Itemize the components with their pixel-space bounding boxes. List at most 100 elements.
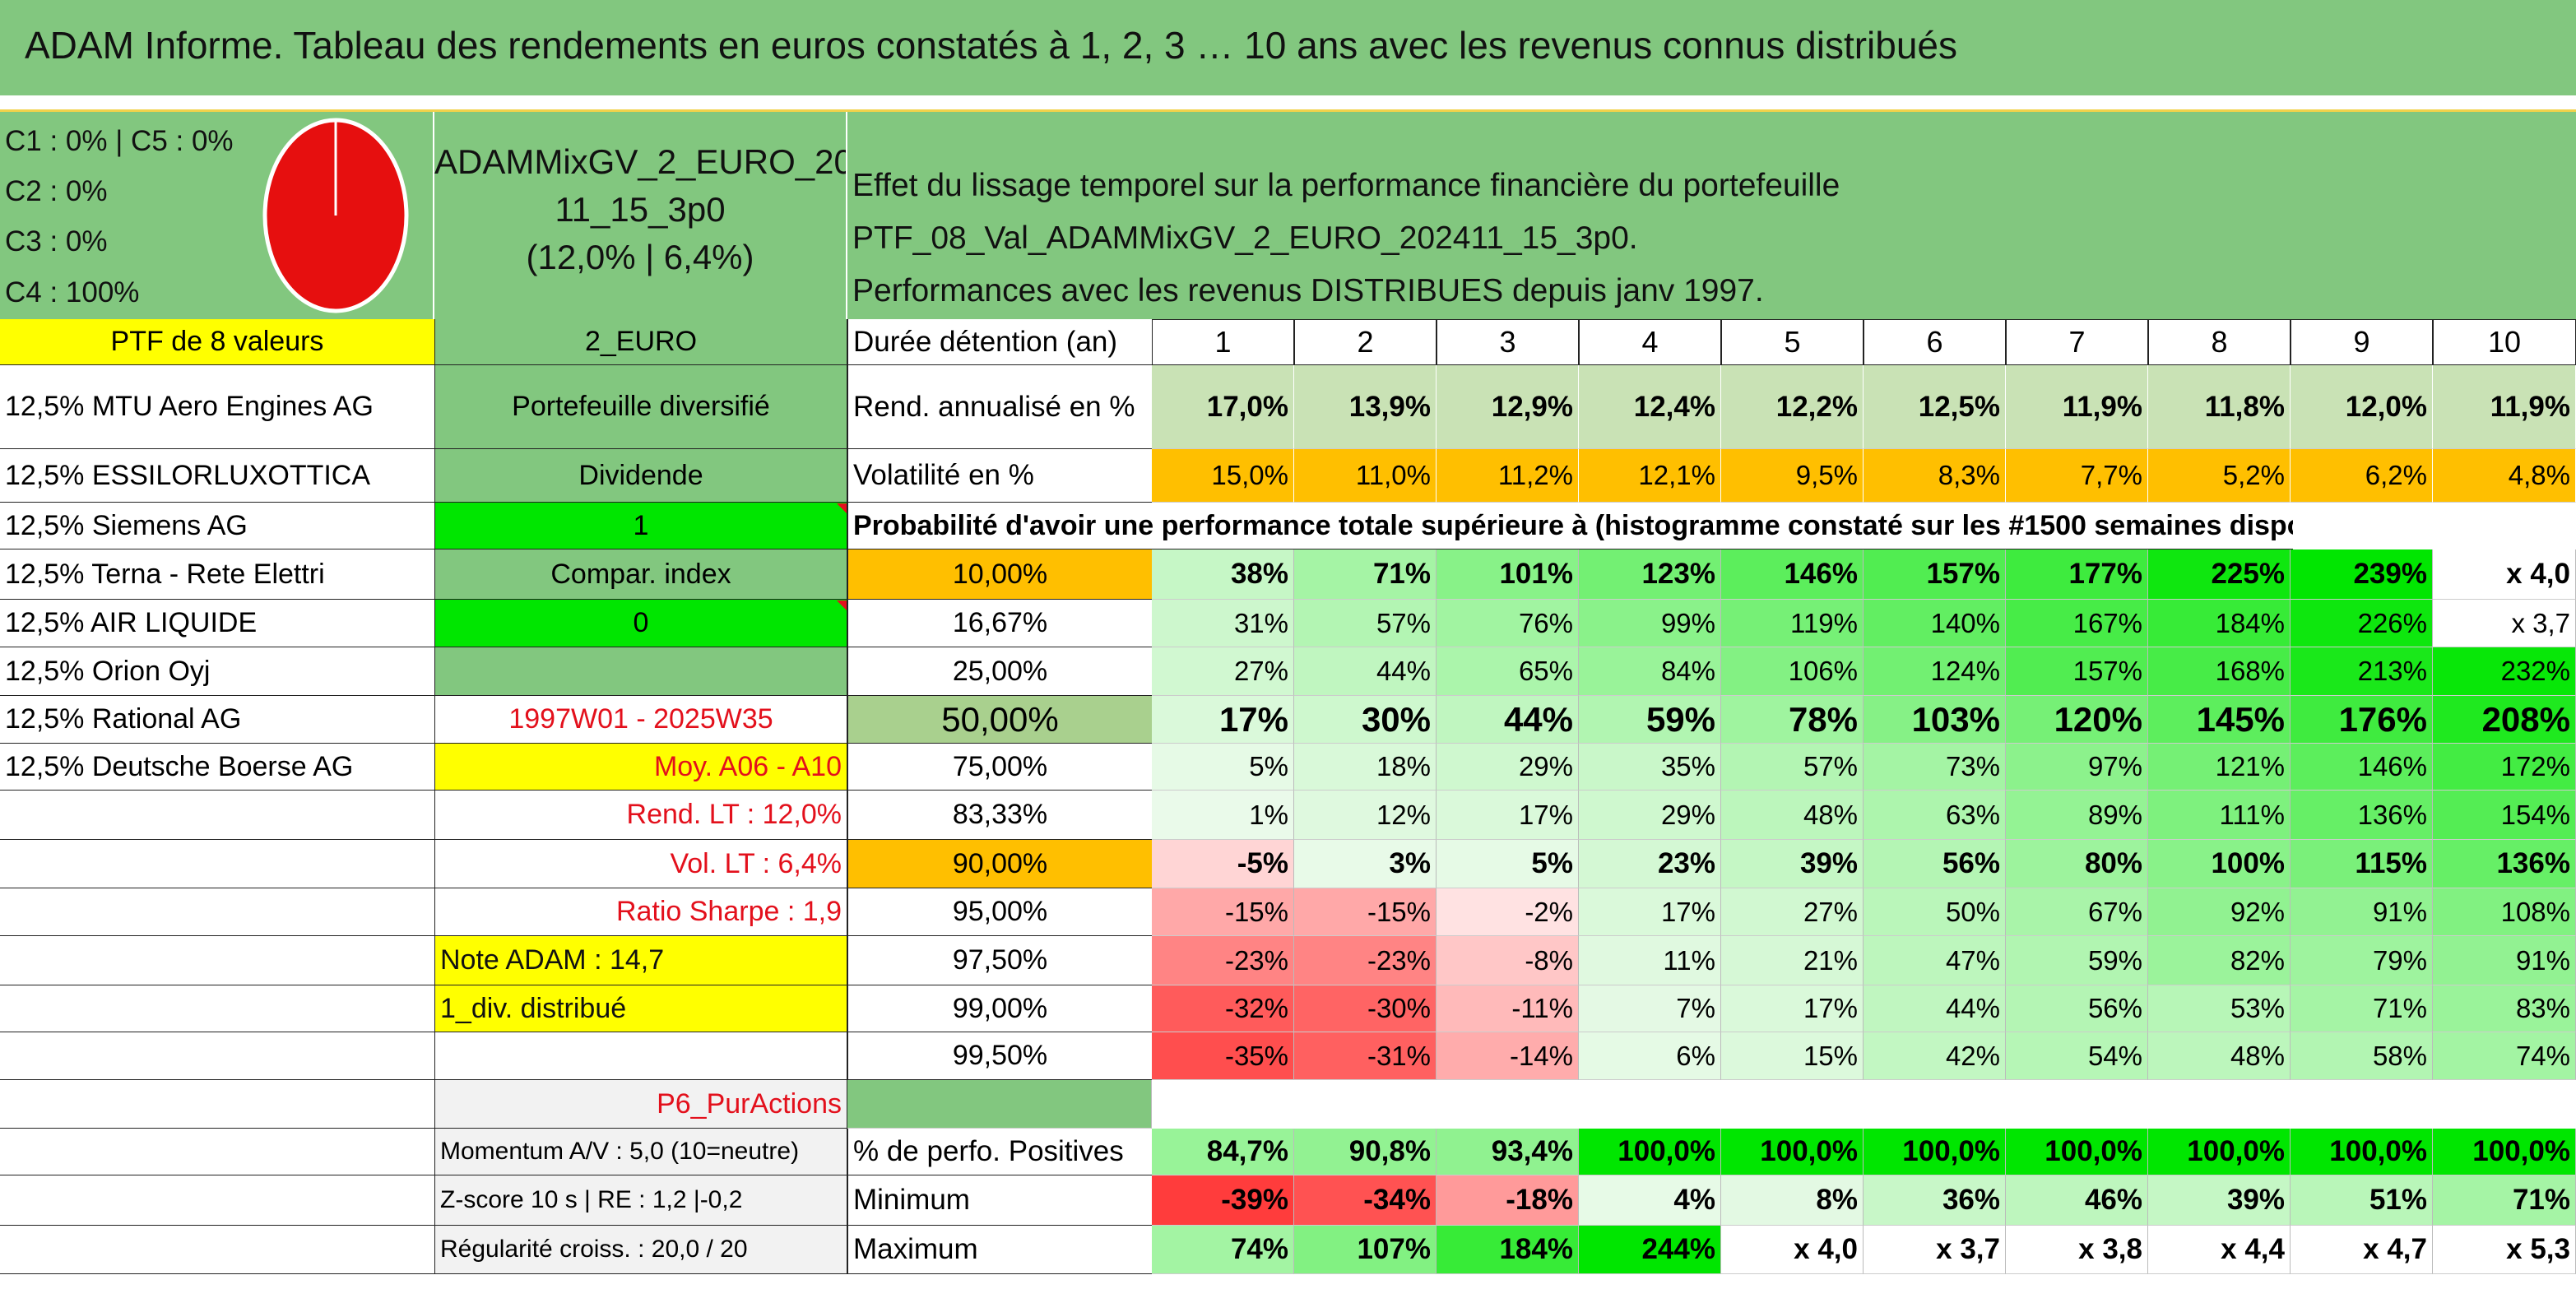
row-label: 25,00%	[847, 647, 1152, 696]
value-cell: 17%	[1152, 696, 1294, 744]
value-cell: 74%	[1152, 1226, 1294, 1274]
portfolio-name-line2: 11_15_3p0	[555, 190, 726, 229]
value-cell: 7,7%	[2006, 449, 2148, 503]
value-cell: 59%	[2006, 936, 2148, 985]
value-cell: 146%	[1721, 549, 1864, 600]
value-cell: 5,2%	[2148, 449, 2291, 503]
row-label: 95,00%	[847, 888, 1152, 936]
value-cell: 115%	[2291, 840, 2433, 888]
value-cell: 50%	[1864, 888, 2006, 936]
value-cell: 177%	[2006, 549, 2148, 600]
row-label: 99,50%	[847, 1032, 1152, 1080]
value-cell: 7	[2006, 319, 2148, 365]
value-cell: 59%	[1579, 696, 1721, 744]
value-cell: 232%	[2433, 647, 2576, 696]
value-cell: 176%	[2291, 696, 2433, 744]
left-column-cell	[0, 985, 434, 1032]
spacer-cell	[847, 1080, 1152, 1129]
value-cell: 103%	[1864, 696, 2006, 744]
value-cell: 136%	[2291, 791, 2433, 840]
value-cell: 9,5%	[1721, 449, 1864, 503]
row-label: 50,00%	[847, 696, 1152, 744]
value-cell: -14%	[1437, 1032, 1579, 1080]
title-separator	[0, 95, 2576, 112]
value-cell: 100%	[2148, 840, 2291, 888]
value-cell: 100,0%	[1579, 1129, 1721, 1175]
left-column-cell: 12,5% ESSILORLUXOTTICA	[0, 449, 434, 503]
value-cell: 12,0%	[2291, 365, 2433, 449]
value-cell: 7%	[1579, 985, 1721, 1032]
value-cell: 91%	[2433, 936, 2576, 985]
row-label: Maximum	[847, 1226, 1152, 1274]
value-cell: 12,4%	[1579, 365, 1721, 449]
allocation-line: C4 : 100%	[5, 276, 140, 308]
value-cell: 12,2%	[1721, 365, 1864, 449]
value-cell: -32%	[1152, 985, 1294, 1032]
value-cell: 27%	[1721, 888, 1864, 936]
value-cell: -34%	[1294, 1175, 1437, 1226]
value-cell: 3%	[1294, 840, 1437, 888]
value-cell: 146%	[2291, 744, 2433, 791]
effet-line2: Performances avec les revenus DISTRIBUES…	[852, 273, 1764, 308]
value-cell: 168%	[2148, 647, 2291, 696]
value-cell: 12,5%	[1864, 365, 2006, 449]
value-cell: -18%	[1437, 1175, 1579, 1226]
value-cell: 6,2%	[2291, 449, 2433, 503]
row-label: Rend. annualisé en %	[847, 365, 1152, 449]
middle-column-cell	[434, 1032, 847, 1080]
row-label: 99,00%	[847, 985, 1152, 1032]
middle-column-cell: Dividende	[434, 449, 847, 503]
value-cell: 100,0%	[2148, 1129, 2291, 1175]
value-cell: 79%	[2291, 936, 2433, 985]
value-cell: 44%	[1294, 647, 1437, 696]
middle-column-cell: Rend. LT : 12,0%	[434, 791, 847, 840]
middle-column-cell: Moy. A06 - A10	[434, 744, 847, 791]
value-cell: 11,9%	[2433, 365, 2576, 449]
middle-column-cell: Momentum A/V : 5,0 (10=neutre)	[434, 1129, 847, 1175]
left-column-cell	[0, 1226, 434, 1274]
value-cell: 71%	[1294, 549, 1437, 600]
probability-header: Probabilité d'avoir une performance tota…	[847, 503, 2293, 549]
row-label: 16,67%	[847, 600, 1152, 647]
value-cell: 83%	[2433, 985, 2576, 1032]
value-cell: 100,0%	[2291, 1129, 2433, 1175]
left-column-cell: 12,5% Deutsche Boerse AG	[0, 744, 434, 791]
value-cell: x 3,7	[1864, 1226, 2006, 1274]
comment-marker	[837, 600, 847, 610]
left-column-cell	[0, 936, 434, 985]
left-column-cell	[0, 1175, 434, 1226]
middle-column-cell: Ratio Sharpe : 1,9	[434, 888, 847, 936]
value-cell: 167%	[2006, 600, 2148, 647]
value-cell: 225%	[2148, 549, 2291, 600]
value-cell: 136%	[2433, 840, 2576, 888]
value-cell: x 3,8	[2006, 1226, 2148, 1274]
middle-column-cell: Portefeuille diversifié	[434, 365, 847, 449]
value-cell: 140%	[1864, 600, 2006, 647]
value-cell: x 4,0	[1721, 1226, 1864, 1274]
value-cell: 17%	[1437, 791, 1579, 840]
left-column-cell	[0, 1032, 434, 1080]
allocation-line: C2 : 0%	[5, 175, 108, 207]
row-label: 97,50%	[847, 936, 1152, 985]
value-cell: 93,4%	[1437, 1129, 1579, 1175]
middle-column-cell	[434, 647, 847, 696]
value-cell: 36%	[1864, 1175, 2006, 1226]
value-cell: 92%	[2148, 888, 2291, 936]
value-cell: 84%	[1579, 647, 1721, 696]
value-cell: 123%	[1579, 549, 1721, 600]
value-cell: 2	[1294, 319, 1437, 365]
comment-marker	[837, 503, 847, 513]
row-label: 10,00%	[847, 549, 1152, 600]
value-cell: 208%	[2433, 696, 2576, 744]
left-column-cell: PTF de 8 valeurs	[0, 319, 434, 365]
value-cell: 6%	[1579, 1032, 1721, 1080]
value-cell: 11,9%	[2006, 365, 2148, 449]
value-cell: 9	[2291, 319, 2433, 365]
value-cell: 56%	[2006, 985, 2148, 1032]
value-cell: 108%	[2433, 888, 2576, 936]
value-cell: 239%	[2291, 549, 2433, 600]
value-cell: 57%	[1294, 600, 1437, 647]
allocation-panel: C1 : 0% | C5 : 0% C2 : 0% C3 : 0% C4 : 1…	[0, 112, 434, 319]
value-cell: 80%	[2006, 840, 2148, 888]
